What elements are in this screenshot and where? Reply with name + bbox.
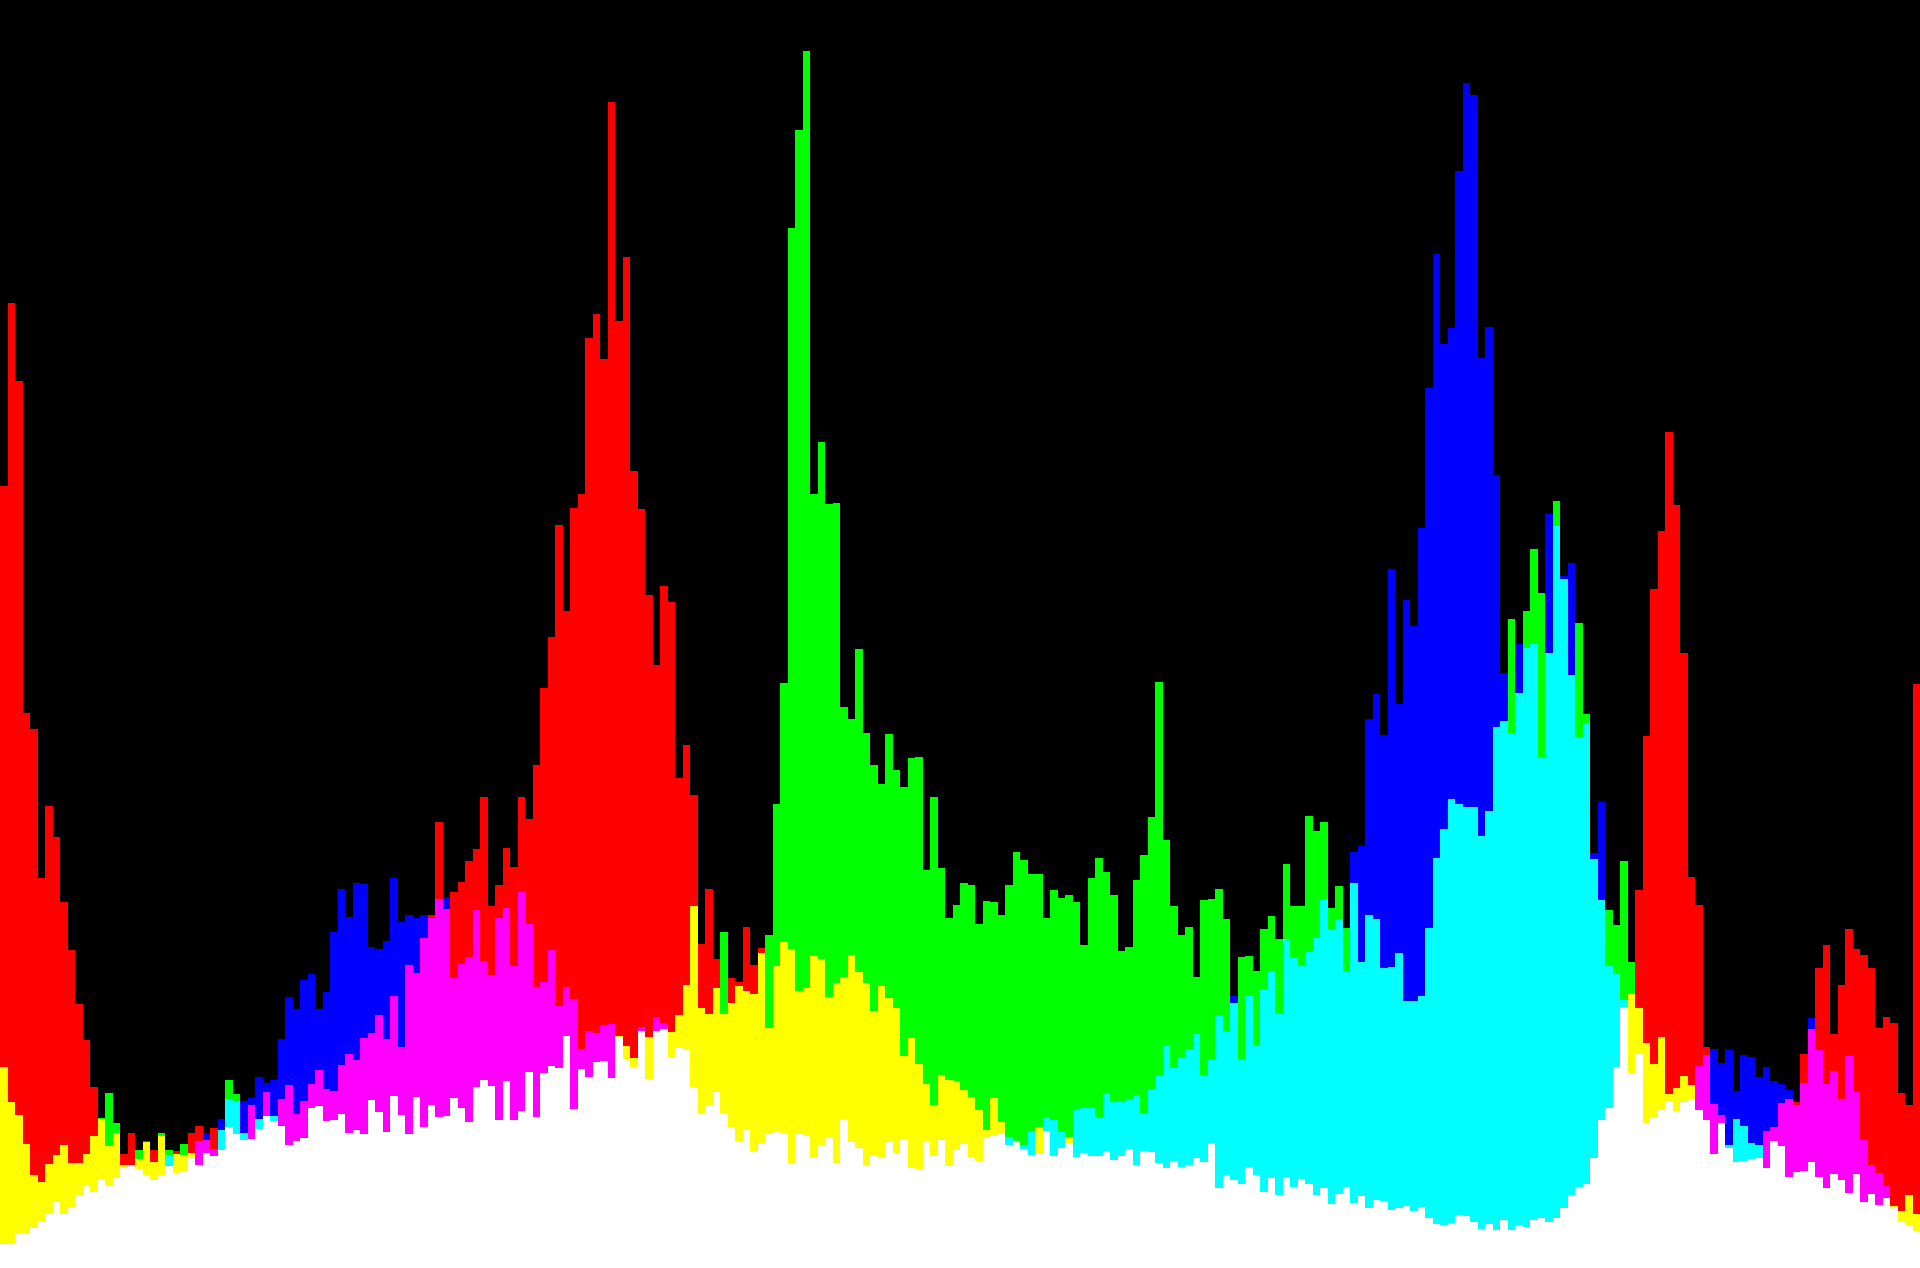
rgb-histogram-canvas [0,0,1920,1268]
rgb-histogram [0,0,1920,1268]
